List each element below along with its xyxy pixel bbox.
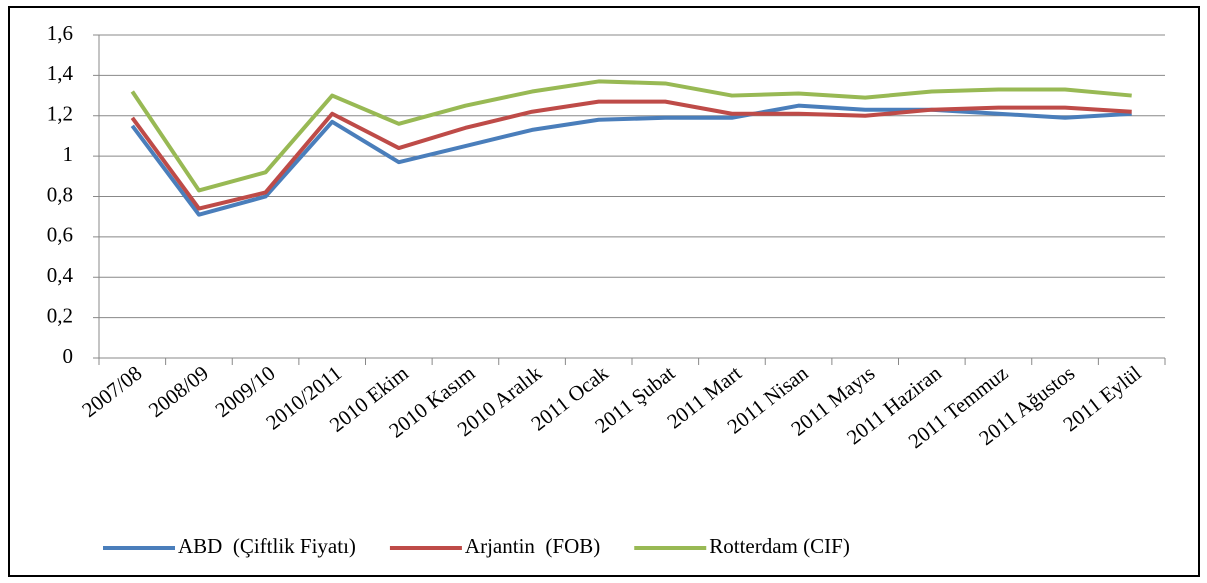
y-tick-label: 0,4 — [47, 263, 74, 287]
y-tick-label: 1,6 — [47, 21, 73, 45]
y-tick-label: 0 — [63, 344, 74, 368]
y-tick-label: 1,4 — [47, 61, 74, 85]
series-line — [130, 103, 1132, 217]
legend-label: Rotterdam (CIF) — [709, 534, 850, 558]
legend-label: Arjantin (FOB) — [465, 534, 600, 558]
series-line — [130, 99, 1132, 211]
legend-label: ABD (Çiftlik Fiyatı) — [178, 534, 356, 558]
series-line — [130, 79, 1132, 193]
y-tick-label: 1,2 — [47, 102, 73, 126]
y-tick-label: 1 — [63, 142, 74, 166]
y-tick-label: 0,6 — [47, 223, 73, 247]
y-tick-label: 0,2 — [47, 303, 73, 327]
chart-border — [8, 6, 1200, 577]
y-tick-label: 0,8 — [47, 182, 73, 206]
